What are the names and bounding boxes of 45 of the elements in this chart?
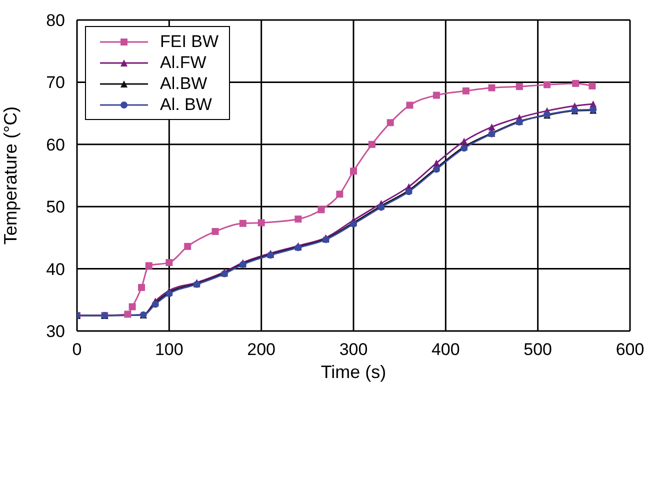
y-axis-title: Temperature (°C) (0, 106, 20, 245)
point (336, 190, 344, 198)
point (488, 84, 496, 92)
point (544, 81, 551, 88)
point (318, 206, 325, 214)
y-tick-label: 50 (46, 198, 65, 217)
x-tick-label: 200 (247, 340, 276, 360)
legend-label: FEI BW (160, 31, 219, 52)
point (258, 219, 265, 226)
point (572, 80, 580, 87)
point (350, 168, 357, 175)
point (294, 216, 302, 223)
x-axis-title: Time (s) (320, 362, 386, 382)
point (516, 83, 523, 90)
legend-label: Al.FW (160, 52, 206, 73)
point (368, 140, 376, 148)
point (432, 160, 440, 167)
point (166, 259, 173, 266)
x-tick-label: 100 (154, 340, 184, 360)
x-tick-label: 0 (72, 340, 82, 360)
x-tick-label: 300 (339, 340, 368, 360)
point (184, 242, 192, 250)
point (128, 303, 136, 310)
point (386, 119, 394, 126)
y-tick-label: 40 (46, 260, 65, 279)
point (124, 310, 132, 318)
x-tick-label: 600 (616, 340, 644, 360)
y-tick-label: 80 (46, 11, 65, 30)
x-tick-label: 400 (431, 340, 460, 360)
x-tick-label: 500 (524, 340, 552, 360)
legend-label: Al.BW (160, 73, 208, 94)
point (488, 123, 496, 130)
y-tick-label: 60 (46, 135, 65, 154)
point (460, 138, 468, 145)
point (239, 220, 246, 227)
point (462, 87, 470, 94)
y-tick-label: 30 (46, 322, 65, 342)
point (406, 102, 414, 109)
point (212, 228, 219, 235)
point (588, 82, 596, 90)
point (432, 92, 440, 99)
point (145, 262, 152, 270)
y-tick-label: 70 (46, 73, 65, 92)
legend-label: Al. BW (160, 94, 212, 115)
point (138, 284, 146, 291)
